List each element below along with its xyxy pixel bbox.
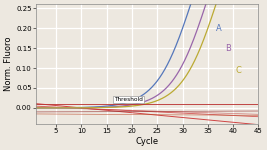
X-axis label: Cycle: Cycle	[136, 137, 159, 146]
Text: A: A	[215, 24, 221, 33]
Y-axis label: Norm. Fluoro: Norm. Fluoro	[4, 37, 13, 91]
Text: B: B	[226, 44, 231, 53]
Text: Threshold: Threshold	[114, 97, 143, 102]
Text: C: C	[236, 66, 242, 75]
